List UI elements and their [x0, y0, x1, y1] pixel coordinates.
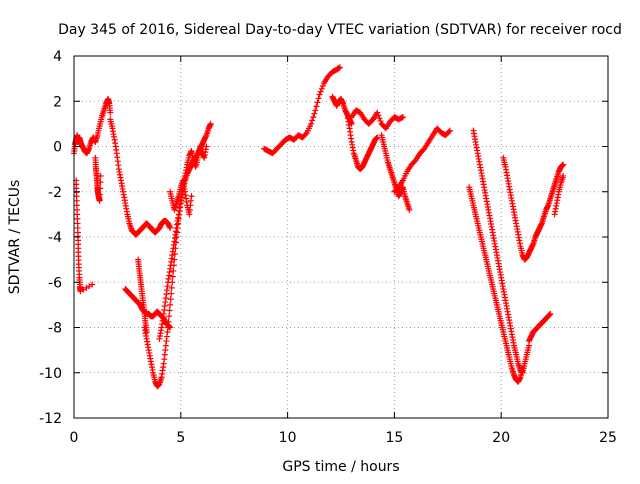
y-axis-label: SDTVAR / TECUs	[7, 180, 23, 295]
data-series	[261, 64, 343, 157]
y-tick-label: 0	[53, 140, 62, 156]
data-series	[73, 177, 96, 295]
data-point	[319, 82, 326, 89]
y-tick-label: 2	[53, 94, 62, 110]
data-point	[314, 99, 321, 106]
data-point	[97, 185, 104, 192]
data-series	[525, 310, 554, 345]
data-series	[466, 184, 526, 385]
data-point	[167, 296, 174, 303]
data-point	[316, 91, 323, 98]
y-tick-label: -8	[48, 321, 62, 337]
y-tick-label: -4	[48, 230, 62, 246]
data-point	[348, 120, 355, 127]
data-point	[96, 197, 103, 204]
data-point	[310, 114, 317, 121]
data-series	[122, 286, 174, 331]
y-tick-label: -12	[39, 411, 62, 427]
data-series	[378, 132, 413, 213]
data-point	[89, 281, 96, 288]
data-point	[312, 107, 319, 114]
data-point	[406, 206, 413, 213]
x-axis-label: GPS time / hours	[282, 459, 399, 475]
x-tick-label: 25	[599, 430, 617, 446]
data-point	[318, 85, 325, 92]
x-tick-label: 5	[176, 430, 185, 446]
chart-title: Day 345 of 2016, Sidereal Day-to-day VTE…	[58, 22, 622, 38]
data-point	[376, 115, 383, 122]
data-point	[96, 191, 103, 198]
data-point	[336, 64, 343, 71]
data-series	[470, 127, 532, 376]
y-tick-label: -10	[39, 366, 62, 382]
data-point	[375, 112, 382, 119]
data-point	[377, 118, 384, 125]
data-point	[446, 127, 453, 134]
y-tick-label: 4	[53, 49, 62, 65]
data-point	[309, 117, 316, 124]
data-point	[165, 318, 172, 325]
data-point	[317, 88, 324, 95]
data-series	[391, 125, 453, 195]
data-point	[445, 128, 452, 135]
data-point	[188, 193, 195, 200]
data-point	[399, 114, 406, 121]
data-point	[315, 95, 322, 102]
data-point	[107, 109, 114, 116]
data-series	[92, 154, 104, 204]
data-point	[168, 284, 175, 291]
data-point	[97, 172, 104, 179]
data-series	[551, 172, 567, 218]
data-series	[107, 116, 174, 238]
data-series	[344, 111, 381, 173]
data-series	[141, 120, 214, 390]
data-point	[374, 109, 381, 116]
data-point	[560, 172, 567, 179]
data-point	[308, 120, 315, 127]
data-point	[313, 103, 320, 110]
data-point	[170, 267, 177, 274]
x-tick-label: 10	[279, 430, 297, 446]
data-point	[97, 179, 104, 186]
data-series	[156, 143, 210, 342]
x-tick-label: 20	[492, 430, 510, 446]
x-tick-label: 15	[385, 430, 403, 446]
x-tick-label: 0	[70, 430, 79, 446]
y-tick-label: -2	[48, 185, 62, 201]
data-point	[207, 120, 214, 127]
data-series	[71, 95, 114, 157]
data-series	[500, 154, 567, 263]
data-series	[348, 107, 406, 132]
data-point	[166, 313, 173, 320]
data-point	[171, 256, 178, 263]
data-point	[311, 110, 318, 117]
data-series	[167, 177, 195, 218]
ticks-layer: 0 5 10 15 20 25 -12 -10 -8 -6 -4 -2 0 2 4	[39, 49, 617, 446]
data-point	[169, 273, 176, 280]
data-point	[166, 307, 173, 314]
data-point	[164, 324, 171, 331]
data-point	[302, 131, 309, 138]
data-series	[135, 256, 150, 336]
data-points-layer	[71, 64, 567, 390]
data-point	[167, 224, 174, 231]
data-point	[560, 161, 567, 168]
data-point	[167, 301, 174, 308]
y-tick-label: -6	[48, 275, 62, 291]
data-point	[547, 310, 554, 317]
data-point	[203, 143, 210, 150]
